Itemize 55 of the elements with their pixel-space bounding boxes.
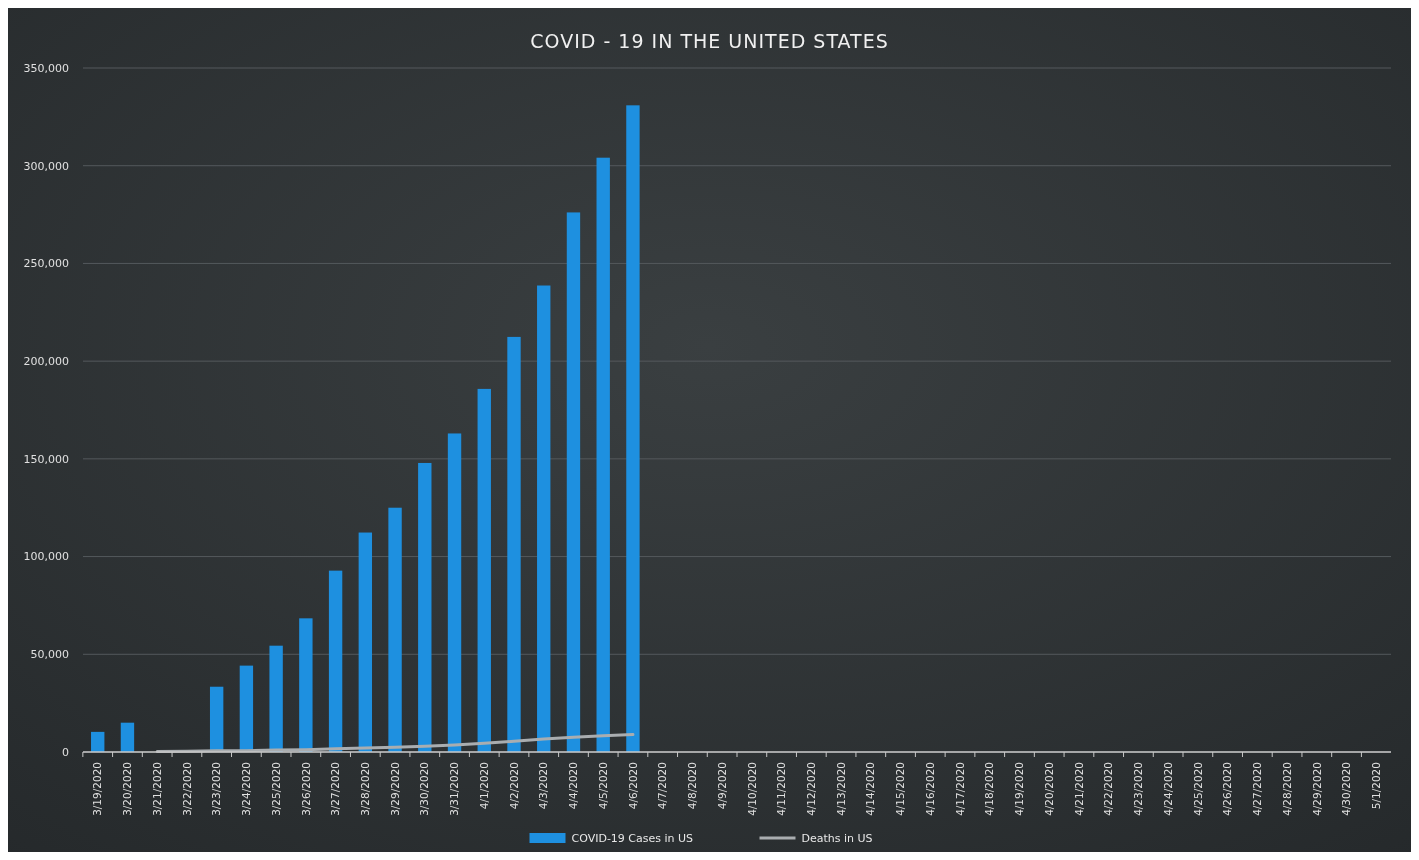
x-tick-label: 4/17/2020 bbox=[953, 762, 966, 816]
x-tick-label: 4/7/2020 bbox=[656, 762, 669, 810]
x-tick-label: 4/11/2020 bbox=[775, 762, 788, 816]
x-tick-label: 4/2/2020 bbox=[507, 762, 520, 810]
legend-label: Deaths in US bbox=[801, 831, 873, 845]
x-tick-label: 4/21/2020 bbox=[1072, 762, 1085, 816]
x-tick-label: 4/26/2020 bbox=[1221, 762, 1234, 816]
y-tick-label: 100,000 bbox=[23, 550, 69, 564]
x-tick-label: 4/9/2020 bbox=[715, 762, 728, 810]
chart-title: COVID - 19 IN THE UNITED STATES bbox=[530, 30, 889, 52]
x-tick-label: 4/6/2020 bbox=[626, 762, 639, 810]
x-tick-label: 4/20/2020 bbox=[1042, 762, 1055, 816]
x-tick-label: 4/8/2020 bbox=[686, 762, 699, 810]
x-tick-label: 4/1/2020 bbox=[477, 762, 490, 810]
x-tick-label: 4/14/2020 bbox=[864, 762, 877, 816]
x-tick-label: 4/18/2020 bbox=[983, 762, 996, 816]
x-tick-label: 3/27/2020 bbox=[329, 762, 342, 816]
y-tick-label: 350,000 bbox=[23, 61, 69, 75]
y-tick-label: 250,000 bbox=[23, 257, 69, 271]
x-tick-label: 3/24/2020 bbox=[240, 762, 253, 816]
x-tick-label: 4/28/2020 bbox=[1280, 762, 1293, 816]
x-tick-label: 4/29/2020 bbox=[1310, 762, 1323, 816]
y-tick-label: 150,000 bbox=[23, 452, 69, 466]
x-tick-label: 4/22/2020 bbox=[1102, 762, 1115, 816]
x-tick-label: 4/23/2020 bbox=[1132, 762, 1145, 816]
x-tick-label: 4/12/2020 bbox=[805, 762, 818, 816]
x-tick-label: 4/16/2020 bbox=[923, 762, 936, 816]
x-tick-label: 3/31/2020 bbox=[448, 762, 461, 816]
x-tick-label: 4/4/2020 bbox=[567, 762, 580, 810]
x-tick-label: 4/30/2020 bbox=[1340, 762, 1353, 816]
x-tick-label: 3/23/2020 bbox=[210, 762, 223, 816]
x-tick-label: 3/30/2020 bbox=[418, 762, 431, 816]
x-tick-label: 4/3/2020 bbox=[537, 762, 550, 810]
x-tick-label: 3/19/2020 bbox=[91, 762, 104, 816]
x-tick-label: 4/13/2020 bbox=[834, 762, 847, 816]
x-tick-label: 4/25/2020 bbox=[1191, 762, 1204, 816]
y-tick-label: 0 bbox=[62, 745, 69, 759]
x-tick-label: 4/24/2020 bbox=[1161, 762, 1174, 816]
x-tick-label: 4/15/2020 bbox=[894, 762, 907, 816]
x-tick-label: 4/5/2020 bbox=[596, 762, 609, 810]
x-tick-label: 3/25/2020 bbox=[269, 762, 282, 816]
x-tick-label: 3/26/2020 bbox=[299, 762, 312, 816]
y-tick-label: 50,000 bbox=[30, 648, 69, 662]
x-tick-label: 3/22/2020 bbox=[180, 762, 193, 816]
x-tick-label: 3/21/2020 bbox=[150, 762, 163, 816]
x-tick-label: 4/19/2020 bbox=[1013, 762, 1026, 816]
y-tick-label: 300,000 bbox=[23, 159, 69, 173]
x-tick-label: 3/29/2020 bbox=[388, 762, 401, 816]
legend-label: COVID-19 Cases in US bbox=[571, 831, 694, 845]
x-tick-label: 4/10/2020 bbox=[745, 762, 758, 816]
y-tick-label: 200,000 bbox=[23, 354, 69, 368]
x-tick-label: 4/27/2020 bbox=[1251, 762, 1264, 816]
x-tick-label: 3/28/2020 bbox=[359, 762, 371, 816]
x-tick-label: 3/20/2020 bbox=[121, 762, 134, 816]
x-tick-label: 5/1/2020 bbox=[1369, 762, 1382, 810]
